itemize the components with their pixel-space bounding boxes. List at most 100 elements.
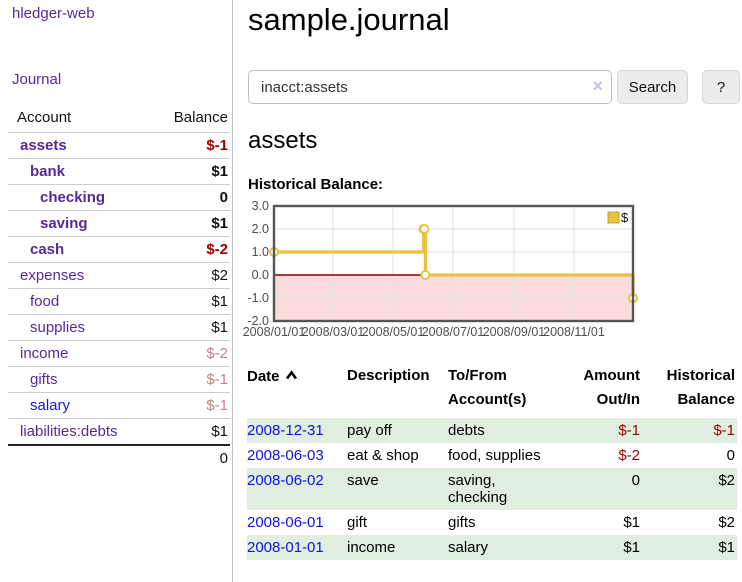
transaction-amount: $-2 [618, 447, 640, 464]
svg-text:2008/07/01: 2008/07/01 [422, 325, 485, 339]
svg-text:1.0: 1.0 [252, 245, 269, 259]
account-link-bank[interactable]: bank [30, 163, 66, 180]
help-button[interactable]: ? [702, 70, 740, 104]
account-row: salary $-1 [8, 392, 230, 419]
sort-ascending-icon [285, 364, 298, 388]
account-link-income[interactable]: income [20, 345, 69, 362]
account-row: assets $-1 [8, 132, 230, 159]
account-row: bank $1 [8, 158, 230, 185]
register-header-amount: Amount Out/In [554, 361, 642, 418]
register-header-date[interactable]: Date [247, 361, 347, 418]
account-row: liabilities:debts $1 [8, 418, 230, 446]
transaction-amount: $1 [623, 514, 640, 531]
register-header-accounts: To/From Account(s) [448, 361, 554, 418]
register-row: 2008-12-31 pay off debts $-1 $-1 [247, 418, 737, 443]
transaction-accounts: saving, checking [448, 472, 508, 506]
balance-column-header: Balance [173, 109, 228, 126]
accounts-table-header: Account Balance [8, 104, 230, 133]
accounts-header-line2: Account(s) [448, 391, 527, 408]
account-link-gifts[interactable]: gifts [30, 371, 58, 388]
sidebar: hledger-web Journal Account Balance asse… [0, 0, 233, 582]
svg-text:-1.0: -1.0 [247, 291, 269, 305]
account-link-food[interactable]: food [30, 293, 60, 310]
balance-header-line2: Balance [677, 391, 735, 408]
accounts-balance-table: Account Balance assets $-1 bank $1 checking 0… [8, 104, 230, 471]
account-balance: $1 [211, 293, 228, 310]
account-link-expenses[interactable]: expenses [20, 267, 85, 284]
amount-header-line2: Out/In [596, 391, 640, 408]
account-link-salary[interactable]: salary [30, 397, 71, 414]
account-row: expenses $2 [8, 262, 230, 289]
account-balance: 0 [219, 189, 228, 206]
transaction-description: gift [347, 514, 368, 531]
transaction-balance: $-1 [713, 422, 735, 439]
transaction-date-link[interactable]: 2008-06-01 [247, 514, 324, 531]
account-link-saving[interactable]: saving [40, 215, 88, 232]
transaction-description: income [347, 539, 396, 556]
transaction-balance: $2 [718, 514, 735, 531]
account-row: income $-2 [8, 340, 230, 367]
clear-search-icon[interactable]: × [592, 76, 603, 96]
svg-text:0.0: 0.0 [252, 268, 269, 282]
amount-header-line1: Amount [583, 367, 640, 384]
account-row: saving $1 [8, 210, 230, 237]
register-row: 2008-06-02 save saving, checking 0 $2 [247, 468, 737, 510]
register-header-description: Description [347, 367, 430, 384]
account-link-checking[interactable]: checking [40, 189, 106, 206]
brand-link[interactable]: hledger-web [12, 5, 95, 22]
account-row: supplies $1 [8, 314, 230, 341]
transaction-balance: $2 [718, 472, 735, 489]
svg-text:2008/01/01: 2008/01/01 [243, 325, 306, 339]
search-input[interactable] [248, 70, 612, 104]
register-table: Date Description To/From Account(s) Amou… [247, 361, 737, 560]
account-balance: $1 [211, 319, 228, 336]
transaction-description: pay off [347, 422, 392, 439]
transaction-balance: $1 [718, 539, 735, 556]
account-row: cash $-2 [8, 236, 230, 263]
account-row: checking 0 [8, 184, 230, 211]
transaction-date-link[interactable]: 2008-12-31 [247, 422, 324, 439]
account-balance: $-2 [206, 241, 228, 258]
transaction-accounts: debts [448, 422, 485, 439]
account-link-assets[interactable]: assets [20, 137, 67, 154]
account-link-liabilities-debts[interactable]: liabilities:debts [20, 423, 118, 440]
transaction-accounts: salary [448, 539, 489, 556]
svg-text:2.0: 2.0 [252, 222, 269, 236]
svg-text:$: $ [621, 210, 629, 225]
account-balance: $-1 [206, 371, 228, 388]
account-link-cash[interactable]: cash [30, 241, 65, 258]
register-row: 2008-01-01 income salary $1 $1 [247, 535, 737, 560]
register-header-balance: Historical Balance [642, 361, 737, 418]
accounts-header-line1: To/From [448, 367, 507, 384]
svg-text:2008/11/01: 2008/11/01 [543, 325, 605, 339]
chart-title: Historical Balance: [248, 176, 384, 193]
account-balance: $1 [211, 215, 228, 232]
search-button[interactable]: Search [617, 70, 688, 104]
account-balance: $-1 [206, 137, 228, 154]
transaction-date-link[interactable]: 2008-01-01 [247, 539, 324, 556]
transaction-date-link[interactable]: 2008-06-02 [247, 472, 324, 489]
account-balance: $-1 [206, 397, 228, 414]
transaction-date-link[interactable]: 2008-06-03 [247, 447, 324, 464]
svg-text:2008/05/01: 2008/05/01 [362, 325, 425, 339]
account-balance: $1 [211, 163, 228, 180]
sidebar-item-journal[interactable]: Journal [12, 71, 62, 88]
accounts-column-header: Account [17, 109, 72, 126]
transaction-accounts: gifts [448, 514, 476, 531]
account-balance: $1 [211, 423, 228, 440]
transaction-amount: $1 [623, 539, 640, 556]
historical-balance-chart[interactable]: $3.0 2.0 1.0 0.0 -1.0 -2.0 2008/01/01 2008/03/0… [240, 198, 642, 346]
svg-text:-2.0: -2.0 [247, 314, 269, 328]
accounts-total-row: 0 [8, 444, 230, 471]
svg-text:3.0: 3.0 [252, 199, 269, 213]
search-box: × [248, 70, 612, 104]
transaction-description: save [347, 472, 379, 489]
transaction-amount: 0 [631, 472, 640, 489]
page-title: sample.journal [248, 2, 450, 37]
date-header-label: Date [247, 368, 280, 385]
register-row: 2008-06-03 eat & shop food, supplies $-2 0 [247, 443, 737, 468]
transaction-amount: $-1 [618, 422, 640, 439]
account-link-supplies[interactable]: supplies [30, 319, 86, 336]
account-row: food $1 [8, 288, 230, 315]
